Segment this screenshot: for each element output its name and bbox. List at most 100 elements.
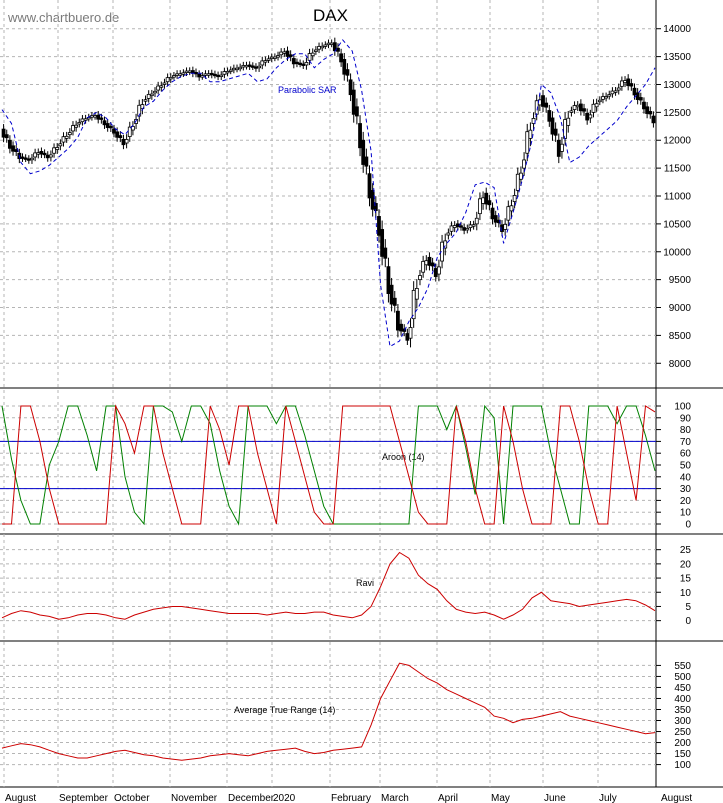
candle-body	[522, 159, 526, 169]
candle-body	[550, 117, 555, 135]
y-tick-label: 13500	[663, 52, 691, 63]
y-tick-label: 9500	[669, 275, 692, 286]
candle-body	[575, 104, 580, 108]
candle-body	[149, 93, 154, 97]
candle-body	[20, 156, 25, 159]
y-tick-label: 10	[680, 508, 692, 519]
y-tick-label: 40	[680, 472, 692, 483]
y-tick-label: 10000	[663, 247, 691, 258]
candle-body	[105, 123, 110, 128]
candles-group	[1, 37, 656, 348]
candle-body	[610, 90, 615, 95]
candle-body	[213, 73, 217, 77]
candle-body	[194, 72, 198, 75]
candle-body	[127, 126, 132, 137]
candle-body	[597, 99, 602, 103]
candle-body	[263, 60, 268, 63]
candle-body	[578, 103, 583, 112]
candle-body	[560, 143, 564, 152]
y-tick-label: 13000	[663, 80, 691, 91]
candle-body	[254, 66, 258, 69]
candle-body	[99, 117, 104, 120]
candle-body	[181, 72, 186, 75]
candle-body	[30, 157, 34, 161]
candle-body	[67, 132, 72, 136]
candle-body	[386, 266, 391, 294]
candle-body	[487, 200, 492, 206]
candle-body	[93, 115, 97, 118]
candle-body	[131, 126, 135, 131]
candle-body	[269, 56, 274, 60]
candle-body	[304, 62, 309, 66]
candle-body	[187, 70, 192, 73]
y-tick-label: 5	[685, 602, 691, 613]
candle-body	[313, 49, 318, 52]
candle-body	[427, 256, 432, 266]
candle-body	[329, 42, 334, 45]
month-label: March	[381, 793, 409, 803]
candle-body	[124, 139, 129, 144]
candle-body	[184, 70, 189, 73]
candle-body	[519, 172, 523, 180]
candle-body	[156, 85, 161, 91]
candle-body	[45, 154, 50, 159]
candle-body	[411, 289, 416, 320]
candle-body	[295, 61, 299, 65]
candle-body	[203, 73, 208, 76]
candle-body	[490, 207, 495, 220]
candle-body	[276, 55, 280, 58]
candle-body	[241, 65, 246, 68]
candle-body	[96, 114, 101, 120]
y-tick-label: 90	[680, 413, 692, 424]
candle-body	[364, 156, 369, 167]
candle-body	[626, 78, 631, 87]
y-tick-label: 70	[680, 437, 692, 448]
candle-body	[459, 225, 463, 228]
candle-body	[247, 64, 252, 67]
candle-body	[405, 333, 410, 341]
candle-body	[153, 90, 157, 94]
candle-body	[14, 149, 19, 152]
candle-body	[471, 224, 476, 227]
candle-body	[11, 145, 15, 152]
y-tick-label: 8000	[669, 359, 692, 370]
candle-body	[90, 115, 94, 118]
candle-body	[566, 117, 571, 126]
candle-body	[250, 65, 255, 68]
panel-annotation: Average True Range (14)	[234, 705, 335, 715]
candle-body	[556, 139, 561, 157]
candle-body	[396, 310, 400, 331]
y-tick-label: 14000	[663, 24, 691, 35]
candle-body	[39, 150, 44, 155]
candle-body	[231, 67, 236, 71]
candle-body	[635, 92, 640, 100]
y-tick-label: 9000	[669, 303, 692, 314]
candle-body	[80, 118, 85, 123]
candle-body	[418, 275, 422, 281]
candle-body	[74, 124, 79, 128]
candle-body	[433, 268, 438, 277]
candle-body	[399, 323, 403, 332]
y-tick-label: 0	[685, 616, 691, 627]
candle-body	[525, 131, 530, 154]
candle-body	[414, 288, 419, 300]
candle-body	[528, 129, 533, 139]
watermark: www.chartbuero.de	[8, 10, 120, 25]
candle-body	[638, 97, 643, 101]
candle-body	[468, 224, 473, 228]
candle-body	[118, 135, 123, 139]
candle-body	[225, 70, 230, 74]
candle-body	[291, 58, 296, 65]
month-label: August	[5, 793, 36, 803]
candle-body	[380, 229, 385, 257]
y-tick-label: 60	[680, 449, 692, 460]
aroon-up-line	[1, 404, 656, 526]
y-tick-label: 12500	[663, 108, 691, 119]
y-tick-label: 30	[680, 484, 692, 495]
candle-body	[642, 101, 646, 110]
candle-body	[506, 206, 511, 221]
candle-body	[619, 80, 624, 87]
candle-body	[421, 261, 426, 273]
candle-body	[257, 65, 261, 69]
candle-body	[326, 42, 331, 46]
